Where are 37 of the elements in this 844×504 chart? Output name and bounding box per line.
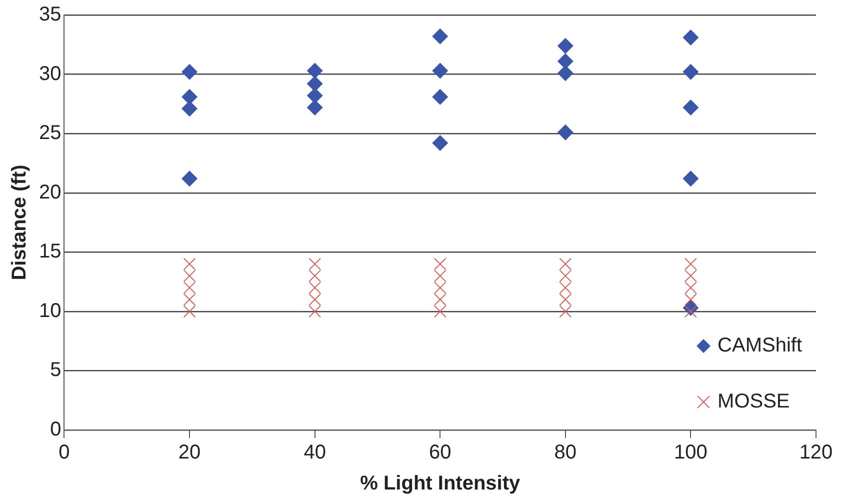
- x-tick-label: 40: [304, 442, 326, 464]
- y-tick-label: 20: [38, 181, 62, 204]
- point: [557, 38, 574, 54]
- y-tick-label: 10: [38, 300, 62, 322]
- x-axis-title: % Light Intensity: [360, 472, 521, 495]
- point: [682, 30, 699, 46]
- x-tick-label: 60: [429, 442, 452, 464]
- point: [682, 64, 699, 80]
- point: [182, 88, 198, 105]
- point: [306, 62, 323, 79]
- point: [557, 124, 574, 140]
- x-tick-label: 20: [178, 442, 201, 464]
- y-tick-label: 30: [38, 62, 62, 85]
- x-tick-label: 80: [554, 442, 577, 464]
- legend-label: MOSSE: [718, 390, 790, 413]
- point: [557, 65, 574, 82]
- point: [306, 76, 323, 92]
- y-tick-label: 35: [38, 4, 62, 26]
- x-tick-label: 120: [799, 442, 833, 464]
- point: [432, 135, 448, 152]
- legend-label: CAMShift: [718, 334, 802, 357]
- point: [682, 99, 699, 116]
- point: [557, 53, 574, 70]
- point: [682, 170, 699, 187]
- point: [432, 28, 448, 44]
- y-tick-label: 25: [38, 122, 62, 144]
- y-tick-label: 15: [38, 240, 62, 263]
- point: [432, 88, 448, 105]
- point: [182, 100, 198, 117]
- point: [182, 64, 198, 80]
- y-tick-label: 0: [50, 418, 62, 441]
- x-tick-label: 100: [674, 442, 708, 464]
- y-axis-title: Distance (ft): [8, 164, 31, 280]
- point: [182, 170, 198, 187]
- y-tick-label: 5: [50, 359, 62, 382]
- point: [306, 88, 323, 104]
- point: [432, 62, 448, 79]
